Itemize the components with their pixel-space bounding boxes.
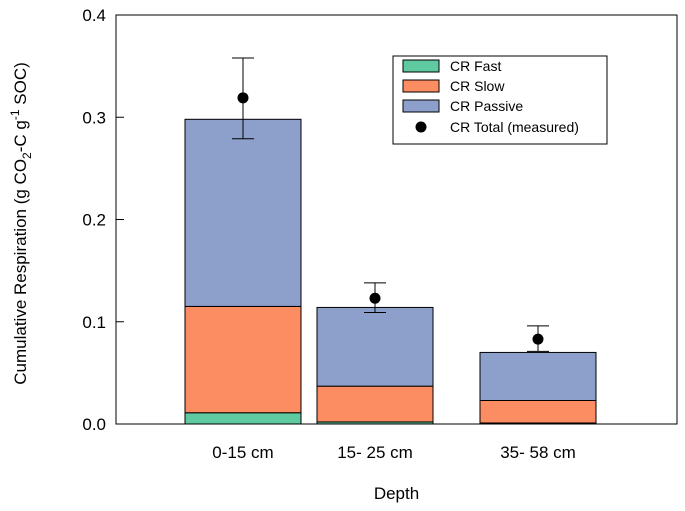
- legend-label: CR Passive: [450, 98, 523, 114]
- measured-point: [369, 292, 381, 304]
- y-tick-label: 0.4: [82, 6, 106, 25]
- legend-marker: [415, 121, 427, 133]
- measured-point: [237, 92, 249, 104]
- x-tick-label: 35- 58 cm: [500, 443, 576, 462]
- bar-segment: [316, 385, 434, 423]
- legend-label: CR Total (measured): [450, 119, 579, 135]
- y-axis-title-mid: -C g: [11, 120, 30, 152]
- legend-swatch: [402, 79, 440, 93]
- bar-segment: [184, 305, 302, 414]
- bar-segment: [479, 351, 597, 401]
- y-tick-label: 0.3: [82, 108, 106, 127]
- y-axis-title-prefix: Cumulative Respiration (g CO: [11, 159, 30, 385]
- legend: CR Fast CR Slow CR Passive CR Total (measur…: [392, 55, 608, 145]
- bars-layer: [184, 118, 597, 425]
- bar-segment: [316, 306, 434, 387]
- y-axis-title-superscript: -1: [8, 109, 22, 120]
- bar-segment: [184, 412, 302, 425]
- legend-swatch: [402, 59, 440, 73]
- x-tick-label: 0-15 cm: [212, 443, 273, 462]
- y-axis-title-suffix: SOC): [11, 62, 30, 109]
- y-axis-title-subscript: 2: [20, 152, 34, 159]
- legend-label: CR Slow: [450, 78, 505, 94]
- bar-segment: [479, 399, 597, 424]
- bar-segment: [184, 118, 302, 307]
- x-axis-ticks: 0-15 cm 15- 25 cm 35- 58 cm: [212, 443, 576, 462]
- y-axis-ticks: 0.0 0.1 0.2 0.3 0.4: [82, 6, 124, 434]
- y-tick-label: 0.1: [82, 313, 106, 332]
- y-axis-title: Cumulative Respiration (g CO2-C g-1 SOC): [8, 62, 34, 385]
- legend-label: CR Fast: [450, 58, 501, 74]
- measured-points-layer: [237, 92, 544, 345]
- y-tick-label: 0.0: [82, 415, 106, 434]
- measured-point: [532, 333, 544, 345]
- legend-swatch: [402, 99, 440, 113]
- x-tick-label: 15- 25 cm: [337, 443, 413, 462]
- x-axis-title: Depth: [374, 484, 419, 503]
- y-tick-label: 0.2: [82, 211, 106, 230]
